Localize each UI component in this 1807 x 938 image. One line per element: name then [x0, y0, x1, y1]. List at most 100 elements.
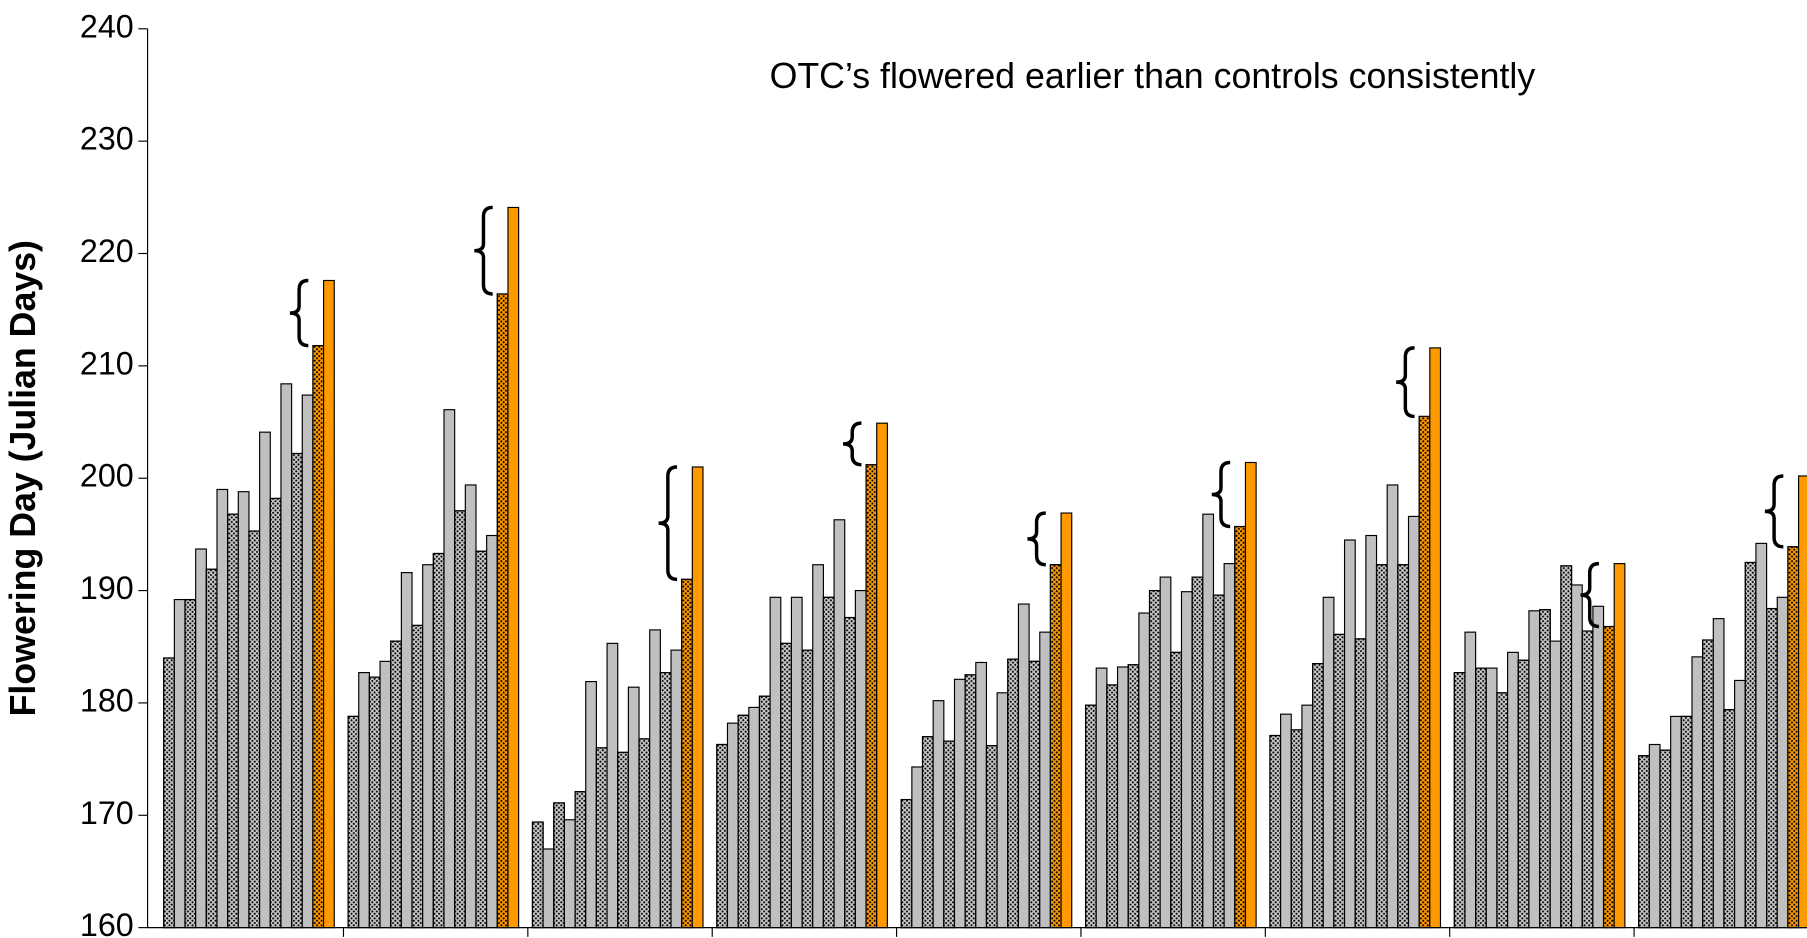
bar	[1202, 513, 1215, 929]
bar	[1581, 630, 1594, 929]
bar-pattern	[475, 550, 488, 929]
bar	[1734, 679, 1746, 929]
bar	[1776, 596, 1789, 929]
bar-pattern	[574, 791, 587, 929]
bar	[1354, 638, 1367, 929]
bar-pattern	[368, 676, 381, 929]
bar-fill	[606, 642, 619, 929]
bar	[227, 513, 239, 929]
bar-fill	[259, 431, 271, 929]
y-axis-label: Flowering Day (Julian Days)	[3, 240, 43, 716]
bar	[1386, 484, 1399, 929]
bar-pattern	[1475, 667, 1487, 929]
bar-fill	[563, 819, 576, 929]
brace	[1027, 511, 1046, 567]
bar	[1507, 651, 1519, 929]
bar	[726, 722, 739, 929]
bar-pattern	[1312, 663, 1324, 929]
bar	[943, 740, 956, 929]
bar	[932, 700, 945, 929]
bar-fill	[627, 686, 640, 929]
bar	[1375, 564, 1388, 929]
bar	[1549, 640, 1562, 929]
bar-fill	[670, 649, 683, 929]
bar	[1702, 639, 1714, 929]
bar-fill	[1429, 347, 1442, 929]
bar	[173, 598, 186, 929]
bar	[1269, 734, 1282, 929]
y-tick-label: 160	[80, 907, 134, 938]
bar	[1365, 534, 1378, 929]
bar	[486, 534, 498, 929]
bar-pattern	[985, 745, 998, 929]
bar-pattern	[291, 452, 303, 929]
bar-fill	[996, 692, 1009, 929]
bar	[748, 706, 761, 929]
bar	[454, 510, 466, 929]
bar-pattern	[432, 552, 445, 929]
bar-fill	[301, 394, 314, 929]
bar	[358, 672, 370, 929]
bar-pattern	[1212, 594, 1225, 929]
bar	[649, 629, 661, 929]
bar-pattern	[1127, 664, 1140, 929]
bar-fill	[1734, 679, 1746, 929]
y-tick-label: 240	[80, 8, 134, 44]
bar-pattern	[1354, 638, 1367, 929]
bar	[1322, 596, 1335, 929]
bar-fill	[585, 681, 597, 929]
bar	[496, 293, 509, 929]
bar-fill	[1365, 534, 1378, 929]
bar-fill	[1017, 603, 1030, 929]
bar-pattern	[638, 738, 651, 929]
bar-fill	[1407, 515, 1420, 929]
bar	[812, 564, 824, 929]
bar	[1084, 704, 1097, 929]
bar	[312, 345, 325, 929]
bar-fill	[1060, 512, 1073, 929]
bar	[1766, 607, 1778, 929]
bar	[1744, 561, 1757, 929]
bar	[507, 206, 520, 929]
y-tick-label: 170	[80, 795, 134, 831]
bar	[1280, 713, 1292, 929]
bar-pattern	[844, 616, 856, 929]
bar	[670, 649, 683, 929]
brace	[474, 205, 493, 296]
bar-fill	[216, 488, 229, 929]
bar	[1290, 729, 1303, 929]
bar	[691, 466, 704, 929]
bar	[801, 649, 814, 929]
brace	[658, 465, 678, 582]
bar-pattern	[964, 674, 977, 929]
bar-pattern	[1744, 561, 1757, 929]
bar-pattern	[227, 513, 239, 929]
bar	[758, 695, 771, 929]
bar	[163, 657, 175, 929]
bar	[269, 497, 282, 929]
bar	[1039, 631, 1051, 929]
bar-pattern	[1787, 546, 1800, 929]
bar-pattern	[1418, 415, 1431, 929]
bar	[822, 596, 835, 929]
bar	[1116, 666, 1129, 929]
bar	[1691, 656, 1704, 929]
bar-pattern	[1560, 565, 1573, 929]
bar	[1453, 672, 1466, 929]
bar	[844, 616, 856, 929]
bar-fill	[812, 564, 824, 929]
bar-pattern	[780, 642, 793, 929]
bar	[595, 747, 608, 929]
bar	[1429, 347, 1442, 929]
bar	[1060, 512, 1073, 929]
bar	[443, 409, 456, 929]
bar-pattern	[900, 798, 913, 929]
bar-fill	[1797, 475, 1807, 929]
y-tick-label: 200	[80, 458, 134, 494]
bar-pattern	[496, 293, 509, 929]
bar-fill	[507, 206, 520, 929]
bar	[737, 714, 750, 929]
bar	[347, 715, 360, 929]
bar	[475, 550, 488, 929]
